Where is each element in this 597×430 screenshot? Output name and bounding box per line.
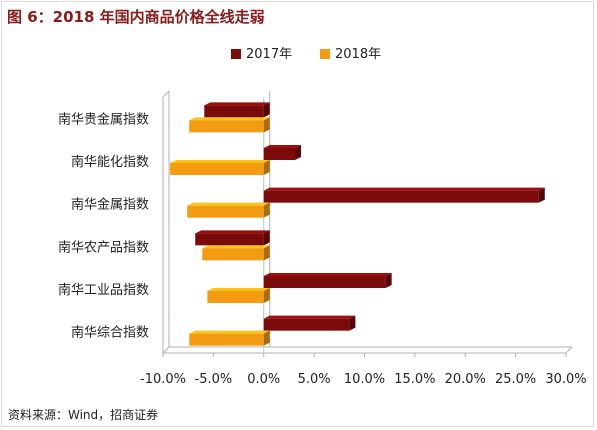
x-tick-label: -10.0% [140, 372, 186, 387]
bar-2017 [195, 233, 264, 246]
bar-2018 [189, 333, 264, 346]
bar-top-face [195, 230, 270, 234]
category-label: 南华综合指数 [71, 325, 149, 341]
bar-2017 [204, 105, 264, 118]
bar-side-face [385, 273, 392, 288]
category-label: 南华工业品指数 [58, 282, 149, 298]
bar-top-face [263, 273, 392, 276]
bar-side-face [263, 102, 270, 118]
bar-side-face [263, 117, 270, 133]
bar-top-face [263, 145, 301, 148]
x-tick-label: -5.0% [195, 372, 233, 387]
plot-side-wall [162, 91, 170, 354]
bar-side-face [263, 230, 270, 246]
category-label: 南华金属指数 [71, 197, 149, 213]
bar-2018 [189, 120, 264, 133]
bar-2017 [263, 190, 539, 203]
category-label: 南华能化指数 [71, 154, 149, 170]
x-axis-right-edge [565, 346, 573, 354]
bar-2018 [187, 205, 264, 218]
bar-top-face [263, 187, 545, 191]
legend-label: 2017年 [246, 47, 292, 62]
x-tick-label: 0.0% [247, 372, 280, 387]
bar-2018 [170, 163, 264, 175]
bar-2018 [202, 248, 264, 261]
bar-side-face [294, 145, 301, 160]
bar-side-face [263, 288, 270, 303]
x-tick-label: 15.0% [394, 372, 435, 387]
bar-side-face [349, 315, 356, 331]
plot-top-edge [162, 90, 170, 98]
bar-side-face [538, 187, 545, 203]
bar-top-face [207, 288, 270, 291]
legend-label: 2018年 [335, 47, 381, 62]
bar-top-face [170, 160, 270, 163]
x-tick-label: 25.0% [495, 372, 536, 387]
x-tick-label: 20.0% [445, 372, 486, 387]
bar-2017 [263, 148, 295, 160]
figure-title: 图 6：2018 年国内商品价格全线走弱 [7, 8, 265, 26]
x-tick-label: 5.0% [298, 372, 331, 387]
bar-side-face [263, 160, 270, 175]
bar-2018 [207, 291, 264, 303]
category-label: 南华贵金属指数 [58, 111, 149, 127]
bar-side-face [263, 202, 270, 218]
legend-swatch [231, 49, 241, 59]
x-tick-label: 30.0% [545, 372, 586, 387]
bar-2017 [263, 276, 386, 288]
bar-top-face [187, 202, 270, 206]
category-label: 南华农产品指数 [58, 239, 149, 255]
bar-top-face [263, 315, 356, 319]
bar-top-face [204, 102, 270, 106]
x-tick-label: 10.0% [344, 372, 385, 387]
bar-top-face [202, 245, 270, 249]
bar-top-face [189, 330, 270, 334]
bar-side-face [263, 330, 270, 346]
bar-top-face [189, 117, 270, 121]
source-note: 资料来源：Wind，招商证券 [8, 408, 159, 422]
bar-side-face [263, 245, 270, 261]
legend-swatch [320, 49, 330, 59]
bar-2017 [263, 318, 350, 331]
